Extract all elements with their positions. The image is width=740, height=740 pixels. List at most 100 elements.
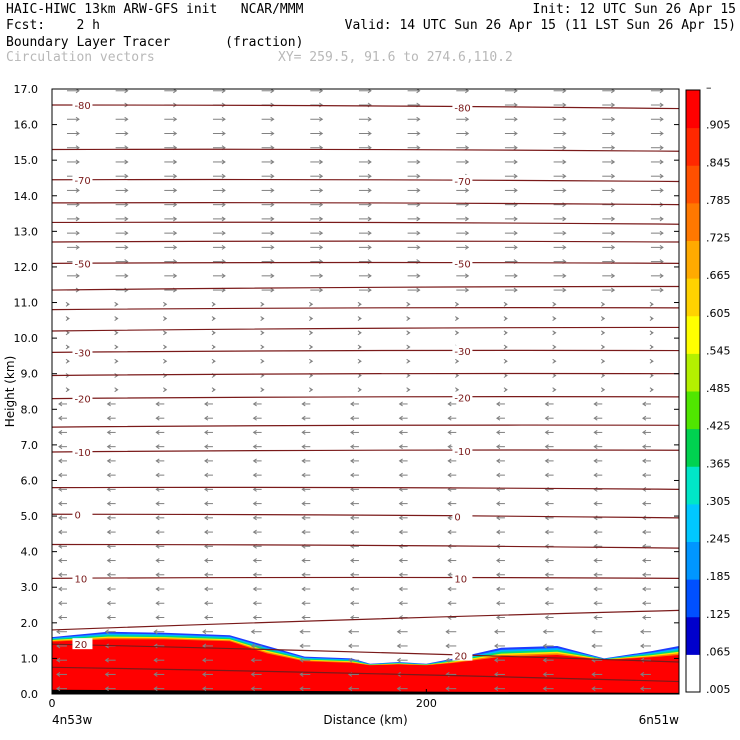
colorbar-label: .905 (706, 119, 731, 132)
x-tick-label: 200 (416, 697, 437, 710)
vector-arrowhead (270, 159, 275, 165)
vector-arrowhead (513, 116, 518, 122)
vector-arrowhead (396, 686, 401, 692)
y-tick-label: 12.0 (14, 261, 39, 274)
vector-arrowhead (155, 515, 160, 521)
vector-arrowhead (513, 145, 518, 151)
vector-arrowhead (252, 415, 257, 421)
vector-arrowhead (454, 301, 460, 307)
circulation-vectors (56, 89, 664, 692)
vector-arrowhead (252, 615, 257, 620)
temperature-contour (52, 148, 679, 152)
vector-arrowhead (593, 401, 598, 407)
vector-arrowhead (416, 230, 421, 236)
vector-arrowhead (398, 501, 403, 507)
vector-arrowhead (58, 401, 63, 407)
vector-arrowhead (659, 159, 664, 165)
temperature-contour (52, 372, 679, 377)
vector-arrowhead (301, 501, 306, 507)
vector-arrowhead (593, 444, 598, 450)
contour-label-bg (452, 572, 473, 584)
vector-arrowhead (610, 145, 616, 151)
vector-arrowhead (350, 430, 355, 435)
vector-arrowhead (124, 202, 129, 208)
colorbar-swatch (686, 541, 700, 580)
temperature-contour (52, 396, 679, 400)
vector-arrowhead (350, 600, 355, 606)
vector-arrowhead (301, 529, 306, 535)
colorbar-swatch (686, 466, 700, 505)
vector-arrowhead (204, 600, 209, 606)
vector-arrowhead (503, 330, 508, 336)
vector-arrowhead (163, 330, 168, 336)
vector-arrowhead (642, 586, 647, 592)
y-tick-label: 3.0 (21, 581, 39, 594)
vector-arrowhead (204, 444, 209, 450)
vector-arrowhead (124, 244, 129, 250)
vector-arrowhead (348, 657, 353, 663)
vector-arrowhead (610, 273, 616, 279)
vector-arrowhead (640, 643, 645, 649)
vector-arrowhead (542, 657, 547, 663)
vector-arrowhead (610, 287, 616, 293)
vector-arrowhead (659, 116, 664, 122)
vector-arrowhead (319, 159, 324, 165)
vector-arrowhead (610, 188, 616, 193)
vector-arrowhead (503, 344, 508, 350)
vector-arrowhead (496, 444, 501, 450)
temperature-contour (52, 178, 679, 183)
y-tick-label: 1.0 (21, 652, 39, 665)
vector-arrowhead (642, 415, 647, 421)
colorbar-swatch (686, 127, 700, 166)
vector-arrowhead (544, 401, 549, 407)
vector-arrowhead (544, 600, 549, 606)
vector-arrowhead (114, 301, 119, 307)
vector-arrowhead (350, 615, 355, 620)
vector-arrowhead (600, 344, 606, 350)
vector-arrowhead (464, 216, 470, 222)
vector-arrowhead (367, 159, 372, 165)
vector-arrowhead (204, 430, 209, 435)
vector-arrowhead (104, 657, 109, 663)
vector-arrowhead (58, 472, 63, 478)
vector-arrowhead (416, 216, 421, 222)
vector-arrowhead (447, 444, 452, 450)
vector-arrowhead (464, 159, 470, 165)
colorbar-label: .485 (706, 382, 731, 395)
vector-arrowhead (350, 515, 355, 521)
x-start-label: 4n53w (52, 713, 93, 727)
vector-arrowhead (301, 430, 306, 435)
vector-arrowhead (299, 672, 304, 677)
vector-arrowhead (496, 458, 501, 464)
vector-arrowhead (649, 387, 654, 393)
vector-arrowhead (252, 586, 257, 592)
vector-arrowhead (593, 458, 598, 464)
vector-arrowhead (58, 600, 63, 606)
vector-arrowhead (75, 116, 80, 122)
vector-arrowhead (301, 572, 306, 578)
vector-arrowhead (447, 600, 452, 606)
vector-arrowhead (367, 188, 372, 193)
vector-arrowhead (155, 430, 160, 435)
vector-arrowhead (447, 529, 452, 535)
vector-arrowhead (416, 116, 421, 122)
vector-arrowhead (513, 173, 518, 179)
vector-arrowhead (173, 273, 178, 279)
vector-arrowhead (357, 330, 362, 336)
y-tick-label: 4.0 (21, 546, 39, 559)
vector-arrowhead (593, 529, 598, 535)
vector-arrowhead (416, 188, 421, 193)
temperature-contour (52, 261, 679, 264)
temperature-contour (52, 326, 679, 332)
vector-arrowhead (106, 615, 111, 620)
vector-arrowhead (65, 344, 70, 350)
vector-arrowhead (301, 444, 306, 450)
vector-arrowhead (542, 686, 547, 692)
vector-arrowhead (398, 472, 403, 478)
vector-arrowhead (398, 586, 403, 592)
vector-arrowhead (445, 629, 450, 635)
vector-arrowhead (544, 472, 549, 478)
vector-arrowhead (270, 202, 275, 208)
vector-arrowhead (513, 273, 518, 279)
